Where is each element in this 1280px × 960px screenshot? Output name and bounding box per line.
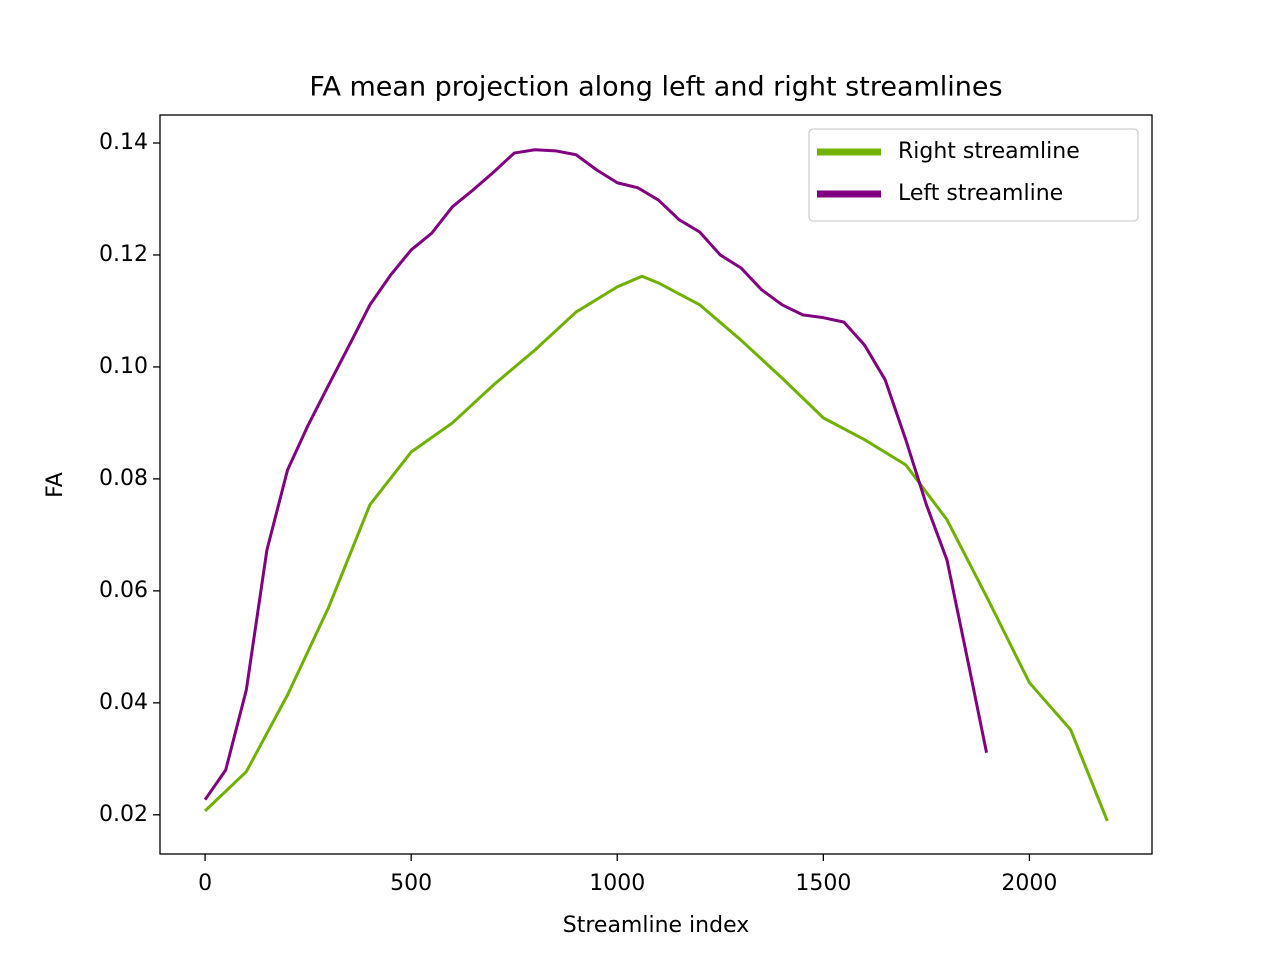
y-tick-label: 0.02 <box>99 802 148 827</box>
legend-label: Left streamline <box>898 181 1063 206</box>
y-tick-label: 0.06 <box>99 578 148 603</box>
legend-box <box>808 128 1139 222</box>
x-tick-label: 500 <box>390 871 432 896</box>
x-tick-label: 0 <box>198 871 212 896</box>
x-tick-label: 1000 <box>589 871 645 896</box>
legend-label: Right streamline <box>898 139 1080 164</box>
x-axis-label: Streamline index <box>563 913 749 938</box>
chart-title: FA mean projection along left and right … <box>309 72 1002 103</box>
data-line <box>204 274 1109 822</box>
plot-frame <box>159 114 1153 855</box>
y-tick-label: 0.10 <box>99 354 148 379</box>
x-tick-label: 2000 <box>1001 871 1057 896</box>
y-axis-label: FA <box>43 472 68 498</box>
data-line <box>203 148 989 801</box>
y-tick-label: 0.04 <box>99 690 148 715</box>
y-tick-label: 0.12 <box>99 242 148 267</box>
y-tick-label: 0.08 <box>99 466 148 491</box>
y-tick-label: 0.14 <box>99 130 148 155</box>
x-tick-label: 1500 <box>795 871 851 896</box>
